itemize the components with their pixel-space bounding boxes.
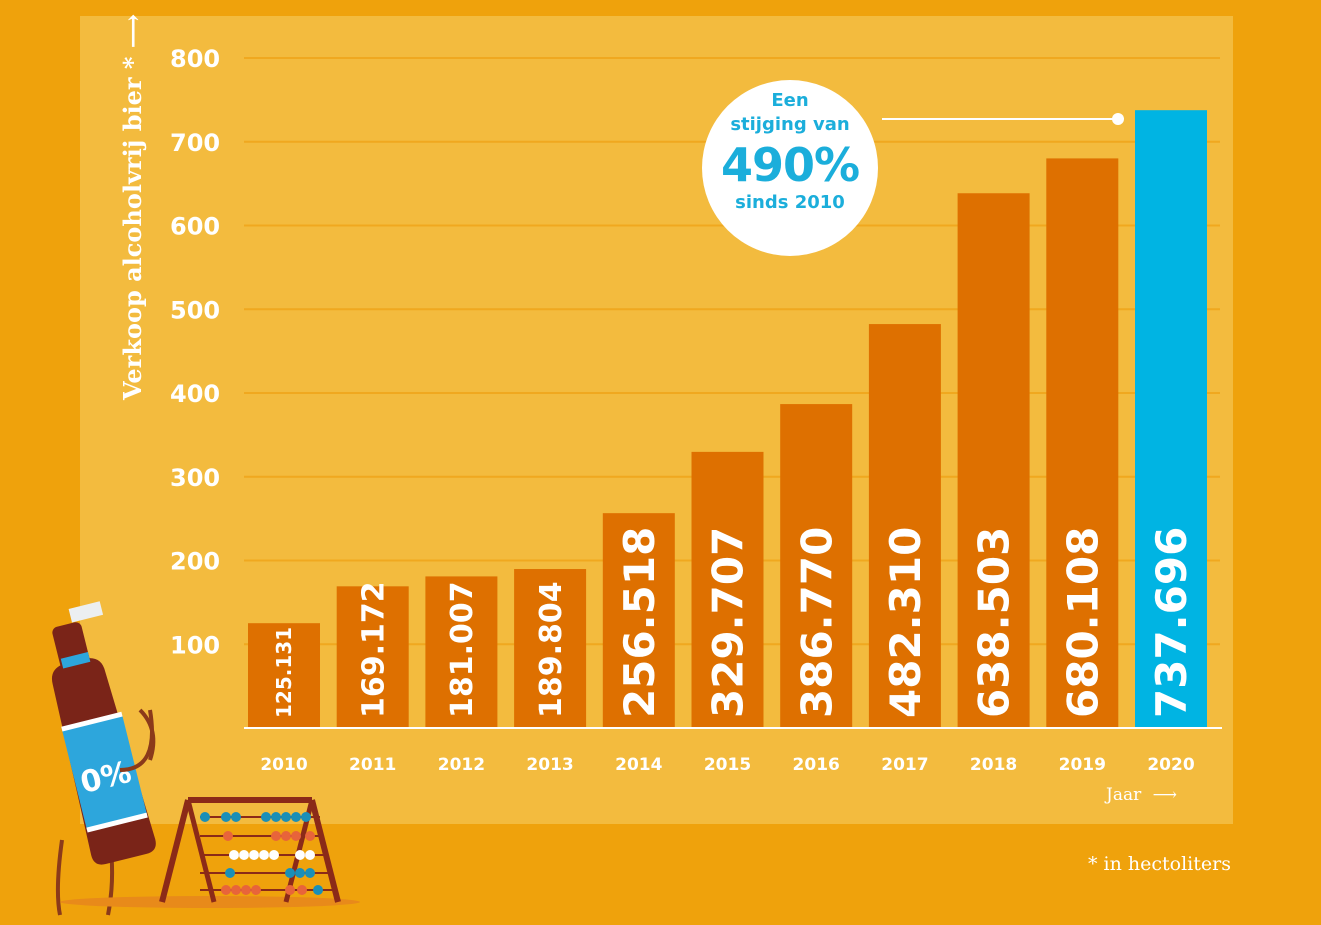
bar-value-label: 189.804: [534, 581, 569, 718]
x-tick-label: 2017: [881, 755, 928, 775]
annotation-value: 490%: [720, 138, 860, 192]
bar: [248, 623, 320, 728]
annotation-line2: stijging van: [730, 114, 850, 135]
bar-value-label: 737.696: [1147, 527, 1196, 718]
bar: [514, 569, 587, 728]
bar: [868, 324, 941, 728]
growth-annotation-bubble: Een stijging van 490% sinds 2010: [702, 80, 878, 256]
y-tick-label: 500: [170, 296, 220, 324]
bar-value-label: 386.770: [792, 527, 841, 718]
x-tick-label: 2014: [615, 755, 662, 775]
illustration: 0%: [51, 601, 360, 916]
bar-value-label: 181.007: [445, 581, 480, 718]
up-arrow-icon: ⟶: [118, 13, 147, 49]
y-tick-label: 800: [170, 45, 220, 73]
bar: [957, 193, 1030, 729]
annotation-line1: Een: [771, 90, 809, 111]
bar-value-label: 482.310: [881, 527, 930, 718]
beer-bottle-icon: 0%: [51, 601, 156, 916]
bar-value-label: 169.172: [357, 581, 392, 718]
y-tick-label: 100: [170, 631, 220, 659]
footnote: * in hectoliters: [1088, 853, 1231, 875]
bar-value-label: 125.131: [272, 627, 296, 718]
x-axis-label-text: Jaar: [1106, 785, 1142, 805]
right-arrow-icon: ⟶: [1152, 785, 1177, 805]
bar: [602, 513, 675, 728]
bar-value-label: 638.503: [970, 527, 1019, 718]
y-tick-label: 600: [170, 213, 220, 241]
x-axis-label: Jaar ⟶: [1106, 785, 1177, 805]
y-tick-label: 200: [170, 548, 220, 576]
bar: [1135, 110, 1207, 728]
x-tick-label: 2016: [793, 755, 840, 775]
bar: [691, 451, 764, 728]
x-tick-label: 2018: [970, 755, 1017, 775]
y-tick-label: 400: [170, 380, 220, 408]
annotation-dot: [1112, 113, 1124, 125]
x-tick-label: 2012: [438, 755, 485, 775]
y-tick-label: 300: [170, 464, 220, 492]
x-tick-label: 2013: [526, 755, 573, 775]
abacus-icon: [159, 797, 341, 903]
bar-value-label: 680.108: [1058, 527, 1107, 718]
bar-value-label: 329.707: [704, 527, 753, 718]
bar: [336, 586, 409, 728]
bar: [780, 404, 853, 728]
x-tick-label: 2010: [260, 755, 307, 775]
bar-value-label: 256.518: [615, 527, 664, 718]
bar: [425, 576, 498, 728]
x-tick-label: 2015: [704, 755, 751, 775]
y-tick-label: 700: [170, 129, 220, 157]
x-tick-label: 2019: [1059, 755, 1106, 775]
y-axis-label-text: Verkoop alcoholvrij bier *: [118, 56, 147, 400]
x-tick-label: 2020: [1147, 755, 1194, 775]
y-axis-label: Verkoop alcoholvrij bier * ⟶: [118, 14, 147, 400]
bar: [1046, 158, 1119, 728]
annotation-line3: sinds 2010: [735, 192, 845, 213]
x-tick-label: 2011: [349, 755, 396, 775]
